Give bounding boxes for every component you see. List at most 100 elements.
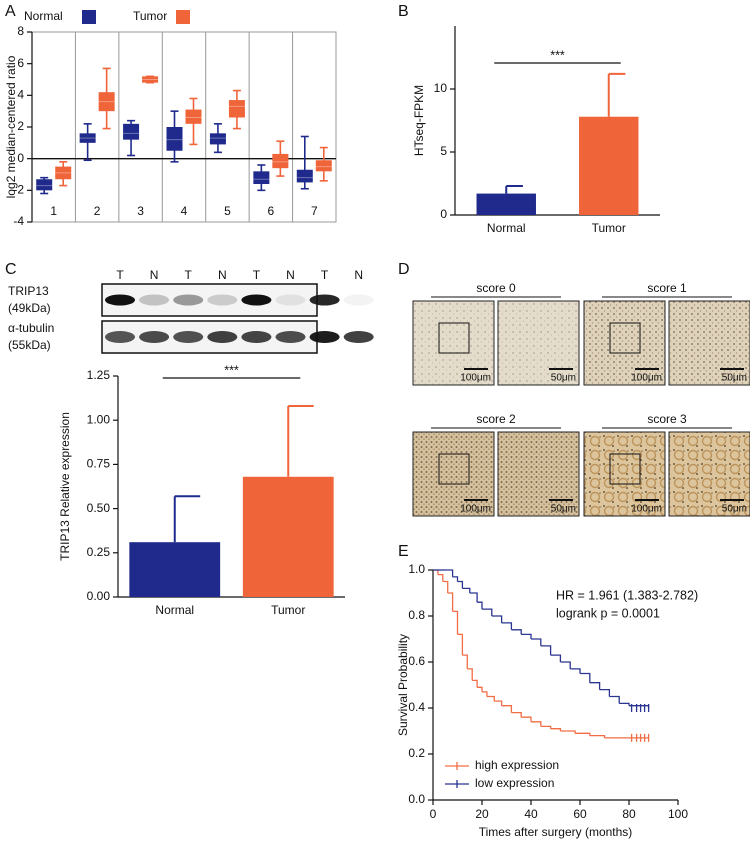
ihc-image xyxy=(412,300,495,386)
survival-step xyxy=(540,725,552,729)
blot-band xyxy=(309,294,340,306)
box xyxy=(142,76,159,83)
zoom-box xyxy=(438,322,470,354)
y-tick-label: 1.25 xyxy=(87,368,111,382)
scale-label: 50μm xyxy=(722,373,747,384)
survival-step xyxy=(469,592,478,603)
survival-step xyxy=(521,633,532,639)
blot-band xyxy=(207,294,238,306)
blot-band xyxy=(309,331,340,343)
y-tick-label: -4 xyxy=(13,214,24,228)
survival-step xyxy=(550,728,562,731)
y-axis-label: log2 median-centered ratio xyxy=(4,55,18,198)
blot-band xyxy=(275,294,306,306)
survival-step xyxy=(442,580,449,593)
legend-label: low expression xyxy=(475,776,554,790)
y-tick-label: 10 xyxy=(434,81,448,95)
survival-step xyxy=(630,733,650,742)
legend-swatch xyxy=(445,762,469,770)
annotation: *** xyxy=(224,363,239,377)
survival-step xyxy=(560,661,571,669)
annotation: logrank p = 0.0001 xyxy=(556,606,660,620)
y-tick-label: 0 xyxy=(440,207,447,221)
survival-step xyxy=(482,608,493,616)
x-tick-label: 3 xyxy=(137,204,144,218)
lane-label: N xyxy=(286,268,295,282)
ihc-image xyxy=(583,300,666,386)
survival-step xyxy=(589,682,601,690)
ihc-image xyxy=(583,431,666,517)
y-tick-label: 4 xyxy=(17,88,24,102)
x-tick-label: 100 xyxy=(668,807,688,821)
y-tick-label: 5 xyxy=(440,144,447,158)
x-tick-label: 7 xyxy=(311,204,318,218)
panel-letter: B xyxy=(398,3,409,20)
survival-step xyxy=(599,688,611,697)
survival-step xyxy=(467,668,473,681)
y-tick-label: 6 xyxy=(17,56,24,70)
survival-step xyxy=(494,700,503,706)
blot-band xyxy=(241,294,272,306)
panel-letter: A xyxy=(5,3,16,20)
survival-step xyxy=(540,645,552,656)
box xyxy=(123,123,140,140)
survival-step xyxy=(462,654,468,669)
blot-row-label: α-tubulin xyxy=(8,321,54,335)
box xyxy=(79,133,96,143)
survival-step xyxy=(477,686,483,692)
ihc-image xyxy=(668,431,750,517)
survival-step xyxy=(447,569,454,577)
survival-step xyxy=(609,695,620,704)
annotation: HR = 1.961 (1.383-2.782) xyxy=(556,588,698,602)
ihc-image xyxy=(497,300,580,386)
survival-step xyxy=(457,580,464,589)
blot-band xyxy=(343,331,374,343)
legend-label: Tumor xyxy=(133,9,167,23)
survival-step xyxy=(462,587,471,593)
panel-title: score 2 xyxy=(476,412,516,426)
scale-label: 50μm xyxy=(551,504,576,515)
y-tick-label: 0.6 xyxy=(408,654,425,668)
blot-band xyxy=(173,294,204,306)
survival-step xyxy=(452,610,459,635)
blot-band xyxy=(173,331,204,343)
x-tick-label: Tumor xyxy=(271,603,305,617)
survival-step xyxy=(570,668,581,674)
y-axis-label: HTseq-FPKM xyxy=(412,85,426,156)
survival-step xyxy=(491,615,503,623)
blot-row-size: (55kDa) xyxy=(8,338,51,352)
survival-step xyxy=(482,691,488,697)
x-tick-label: 20 xyxy=(475,807,489,821)
panel-title: score 0 xyxy=(476,281,516,295)
ihc-image xyxy=(412,431,495,517)
box xyxy=(228,100,245,118)
survival-step xyxy=(511,711,522,718)
scale-label: 50μm xyxy=(722,504,747,515)
blot-band xyxy=(139,331,170,343)
survival-step xyxy=(447,592,454,612)
y-tick-label: 0.2 xyxy=(408,746,425,760)
survival-step xyxy=(452,576,459,582)
blot-band xyxy=(105,331,135,343)
ihc-image xyxy=(497,431,580,517)
survival-step xyxy=(619,702,630,706)
legend-swatch xyxy=(445,780,469,788)
legend-swatch xyxy=(176,10,190,24)
box xyxy=(55,166,72,180)
lane-label: T xyxy=(321,268,329,282)
box xyxy=(185,109,202,124)
box xyxy=(296,169,313,183)
y-tick-label: 0.75 xyxy=(87,457,111,471)
survival-step xyxy=(511,629,522,635)
survival-step xyxy=(630,704,650,712)
lane-label: T xyxy=(253,268,261,282)
panel-letter: D xyxy=(398,261,410,278)
blot-band xyxy=(275,331,306,343)
x-tick-label: Tumor xyxy=(592,221,626,235)
scale-label: 100μm xyxy=(460,373,491,384)
x-tick-label: 0 xyxy=(430,807,437,821)
y-tick-label: 1.0 xyxy=(408,562,425,576)
x-tick-label: Normal xyxy=(487,221,526,235)
blot-row-size: (49kDa) xyxy=(8,301,51,315)
